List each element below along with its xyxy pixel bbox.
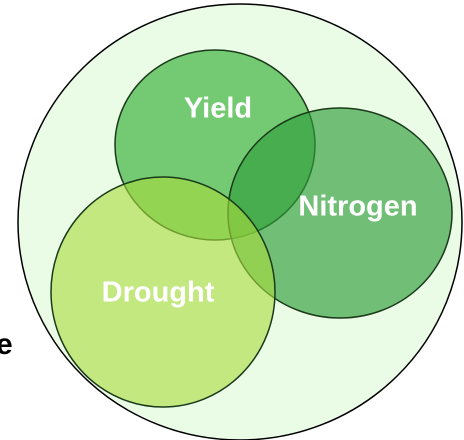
drought-ellipse xyxy=(50,176,276,408)
edge-text: e xyxy=(0,328,13,361)
node-label: Yield xyxy=(184,93,252,125)
node-label: Nitrogen xyxy=(298,191,417,223)
node-label: Drought xyxy=(102,277,215,309)
